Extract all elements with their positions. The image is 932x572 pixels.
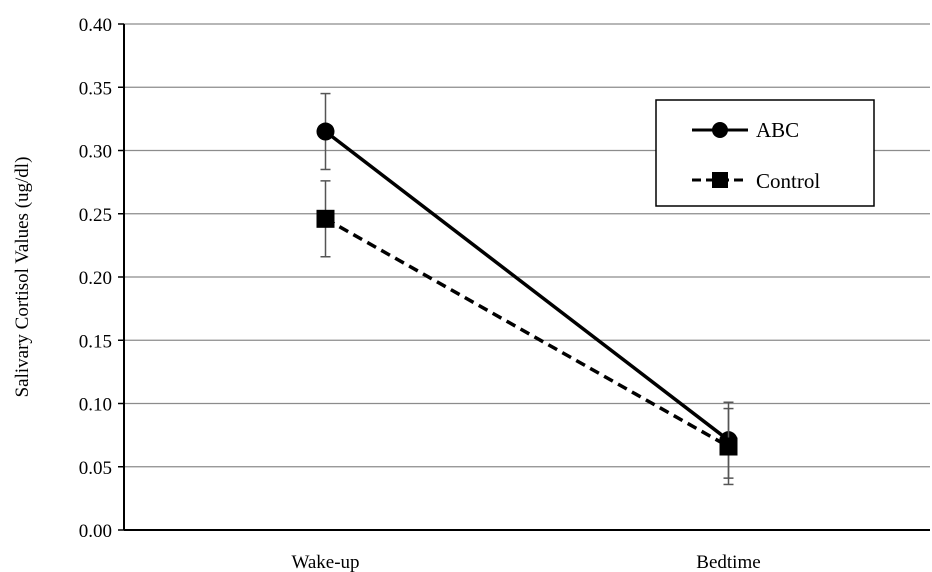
y-tick-label: 0.20 <box>79 268 112 289</box>
legend-control-label: Control <box>756 169 820 193</box>
x-tick-label: Bedtime <box>696 552 760 572</box>
legend-box <box>655 99 875 207</box>
y-tick-label: 0.25 <box>79 205 112 226</box>
y-tick-label: 0.05 <box>79 458 112 479</box>
x-tick-label: Wake-up <box>291 552 359 572</box>
data-point-square <box>316 209 335 228</box>
series <box>316 92 738 486</box>
x-tick-labels: Wake-up Bedtime <box>291 552 760 572</box>
gridlines <box>124 23 930 468</box>
y-tick-label: 0.30 <box>79 142 112 163</box>
axes <box>118 23 930 531</box>
data-point-square <box>719 437 738 456</box>
y-tick-label: 0.40 <box>79 15 112 36</box>
legend: ABC Control <box>655 99 875 207</box>
y-tick-label: 0.15 <box>79 331 112 352</box>
y-tick-label: 0.35 <box>79 78 112 99</box>
y-tick-label: 0.00 <box>79 521 112 542</box>
y-tick-labels: 0.00 0.05 0.10 0.15 0.20 0.25 0.30 0.35 0.40 <box>79 15 112 542</box>
y-axis-title: Salivary Cortisol Values (ug/dl) <box>12 157 33 398</box>
data-point-circle <box>316 122 335 141</box>
series-line <box>324 217 730 449</box>
y-tick-label: 0.10 <box>79 395 112 416</box>
legend-control-marker <box>712 172 728 188</box>
legend-abc-label: ABC <box>756 118 799 142</box>
series-control <box>316 180 738 486</box>
series-line <box>324 130 730 442</box>
legend-abc-marker <box>712 122 728 138</box>
